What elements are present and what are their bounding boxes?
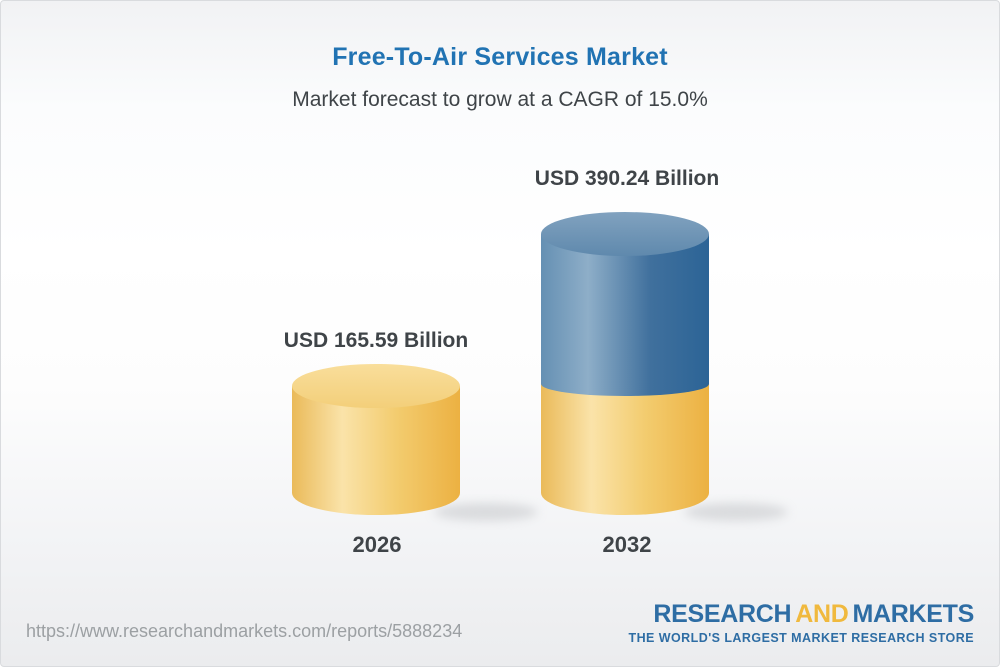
report-url: https://www.researchandmarkets.com/repor…	[26, 621, 463, 641]
bar-2026	[292, 364, 538, 521]
value-label-2032: USD 390.24 Billion	[534, 167, 720, 190]
x-label-2032: 2032	[602, 532, 652, 557]
bar-2032-shadow	[684, 503, 788, 521]
bar-2026-shadow	[434, 503, 538, 521]
logo-word-markets: MARKETS	[852, 600, 974, 628]
logo-tagline: THE WORLD'S LARGEST MARKET RESEARCH STOR…	[628, 630, 974, 645]
logo-word-and: AND	[795, 600, 849, 628]
page-title: Free-To-Air Services Market	[332, 43, 668, 71]
page-subtitle: Market forecast to grow at a CAGR of 15.…	[292, 88, 708, 111]
research-and-markets-logo: RESEARCH AND MARKETS THE WORLD'S LARGEST M…	[628, 600, 974, 645]
logo-wordmark: RESEARCH AND MARKETS	[628, 600, 974, 629]
bar-2026-cap	[292, 364, 460, 408]
x-label-2026: 2026	[352, 532, 402, 557]
value-label-2026: USD 165.59 Billion	[283, 329, 469, 352]
bar-2032-blue-segment	[541, 234, 709, 396]
bar-2026-body	[292, 386, 460, 515]
logo-word-research: RESEARCH	[653, 600, 792, 628]
bar-2032-cap	[541, 212, 709, 256]
bar-2032	[541, 212, 788, 521]
bar-2032-yellow-segment	[541, 383, 709, 515]
